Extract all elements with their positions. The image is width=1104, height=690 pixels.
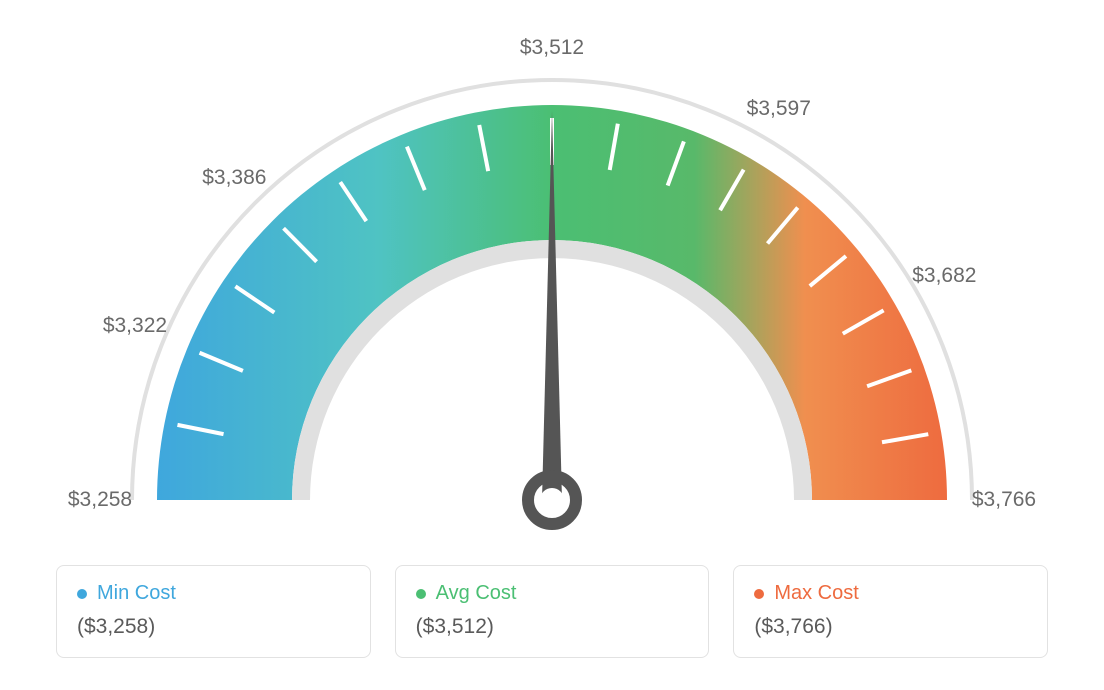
max-cost-card: Max Cost ($3,766) xyxy=(733,565,1048,658)
card-title-row: Min Cost xyxy=(77,582,350,605)
min-cost-card: Min Cost ($3,258) xyxy=(56,565,371,658)
cost-cards-row: Min Cost ($3,258) Avg Cost ($3,512) Max … xyxy=(56,565,1048,658)
gauge-tick-label: $3,512 xyxy=(520,36,584,60)
max-cost-value: ($3,766) xyxy=(754,615,1027,639)
avg-cost-title: Avg Cost xyxy=(436,582,517,605)
avg-cost-value: ($3,512) xyxy=(416,615,689,639)
max-cost-title: Max Cost xyxy=(774,582,858,605)
gauge-chart: $3,258 $3,322 $3,386 $3,512 $3,597 $3,682 $3,7… xyxy=(0,0,1104,560)
min-cost-title: Min Cost xyxy=(97,582,176,605)
card-title-row: Avg Cost xyxy=(416,582,689,605)
gauge-tick-label: $3,597 xyxy=(747,97,811,121)
gauge-tick-label: $3,258 xyxy=(68,488,132,512)
min-cost-value: ($3,258) xyxy=(77,615,350,639)
card-title-row: Max Cost xyxy=(754,582,1027,605)
avg-cost-card: Avg Cost ($3,512) xyxy=(395,565,710,658)
gauge-tick-label: $3,682 xyxy=(912,264,976,288)
max-cost-dot xyxy=(754,589,764,599)
gauge-tick-label: $3,322 xyxy=(103,314,167,338)
gauge-tick-label: $3,386 xyxy=(202,166,266,190)
min-cost-dot xyxy=(77,589,87,599)
gauge-tick-label: $3,766 xyxy=(972,488,1036,512)
avg-cost-dot xyxy=(416,589,426,599)
